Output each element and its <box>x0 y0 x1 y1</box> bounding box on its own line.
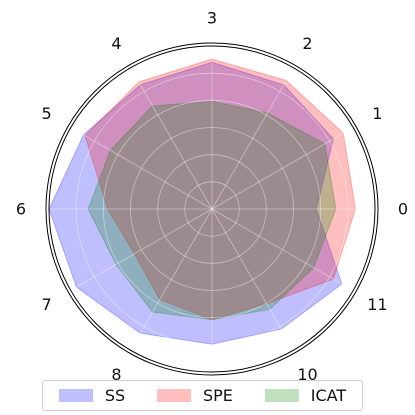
grid-spoke <box>130 208 213 351</box>
angle-tick-label: 1 <box>372 104 382 123</box>
legend-label-spe: SPE <box>203 386 233 405</box>
angle-tick-label: 7 <box>42 295 52 314</box>
angle-tick-label: 11 <box>367 295 387 314</box>
legend-swatch-ss <box>58 389 93 402</box>
grid-spoke <box>70 208 213 291</box>
legend-swatch-icat <box>264 389 299 402</box>
legend-entry-spe: SPE <box>157 386 233 405</box>
grid-spoke <box>211 208 354 291</box>
series-area-icat <box>87 100 337 321</box>
grid-ring <box>157 154 267 264</box>
grid-spoke <box>130 67 213 210</box>
angle-tick-label: 8 <box>111 365 121 384</box>
grid-ring <box>75 72 349 346</box>
series-area-spe <box>84 58 356 321</box>
grid-spoke <box>211 127 354 210</box>
angle-tick-label: 0 <box>398 200 408 219</box>
angle-tick-label: 2 <box>302 34 312 53</box>
grid-ring <box>102 99 322 319</box>
legend-entry-icat: ICAT <box>264 386 347 405</box>
angle-tick-label: 6 <box>16 200 26 219</box>
angle-tick-label: 5 <box>42 104 52 123</box>
angle-tick-label: 10 <box>297 365 317 384</box>
grid-ring <box>184 181 240 237</box>
grid-spoke <box>70 127 213 210</box>
legend-label-icat: ICAT <box>310 386 347 405</box>
legend-entry-ss: SS <box>58 386 126 405</box>
grid-spoke <box>211 208 294 351</box>
angle-tick-label: 4 <box>111 34 121 53</box>
legend: SS SPE ICAT <box>42 380 363 411</box>
outer-ring-frame <box>45 42 379 376</box>
legend-label-ss: SS <box>104 386 126 405</box>
legend-swatch-spe <box>157 389 191 402</box>
angle-tick-label: 3 <box>207 9 217 28</box>
grid-spoke <box>211 67 294 210</box>
grid-ring <box>130 127 294 291</box>
outer-ring <box>48 45 376 373</box>
